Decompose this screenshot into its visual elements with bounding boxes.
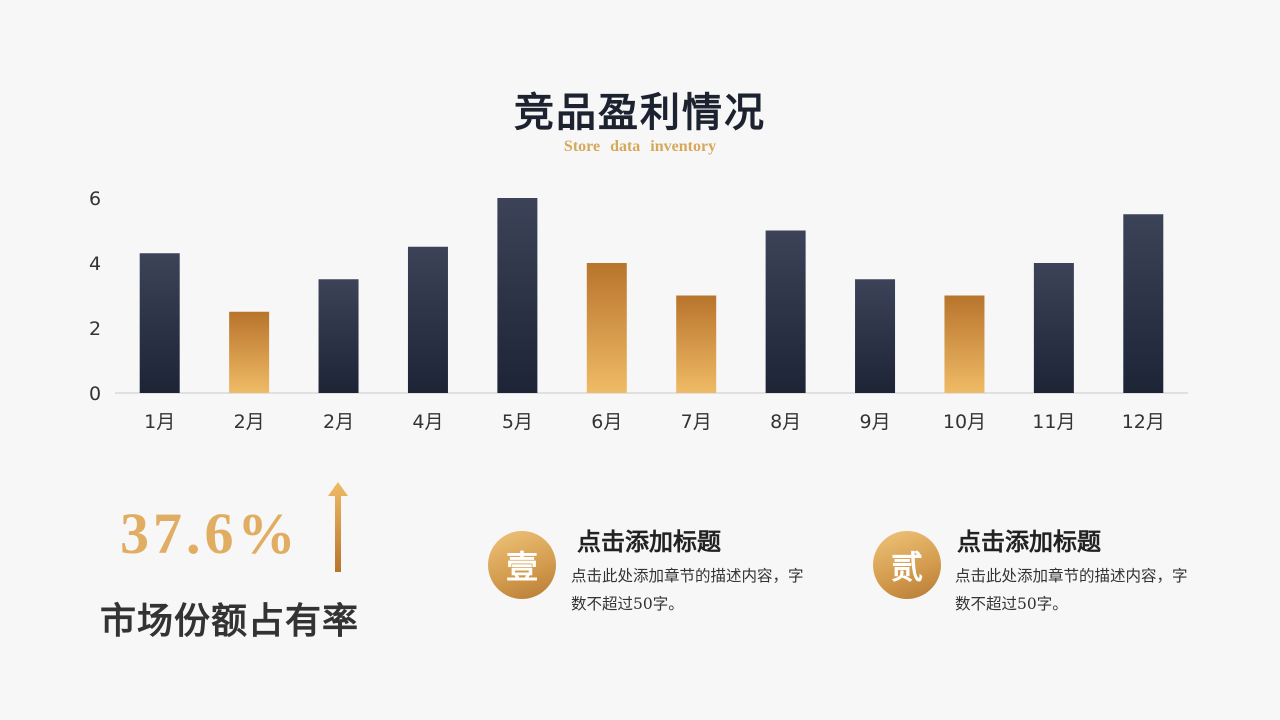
item-one-title[interactable]: 点击添加标题 [577,527,721,556]
bar [765,230,806,393]
x-tick-label: 1月 [144,411,175,433]
bar [855,279,896,393]
bar [676,295,717,393]
bar [407,246,448,393]
item-two-description[interactable]: 点击此处添加章节的描述内容，字数不超过50字。 [955,567,1188,613]
bar [944,295,985,393]
y-tick-label: 6 [89,188,101,210]
item-two-title[interactable]: 点击添加标题 [957,527,1101,556]
badge-one: 壹 [488,531,556,599]
slide-title: 竞品盈利情况 [514,89,766,136]
bar [318,279,359,393]
x-tick-label: 2月 [234,411,265,433]
y-tick-label: 4 [89,253,101,275]
bar [229,311,270,393]
bar [586,263,627,393]
x-axis-ticks: 1月 2月 2月 4月 5月 6月 7月 8月 9月 10月 11月 12月 [144,411,1165,433]
y-tick-label: 2 [89,318,101,340]
x-tick-label: 12月 [1122,411,1165,433]
y-tick-label: 0 [89,383,101,405]
bar [1033,263,1074,393]
bars-group [139,198,1164,393]
x-tick-label: 4月 [412,411,443,433]
x-tick-label: 11月 [1032,411,1075,433]
slide-subtitle: Store data inventory [563,138,717,155]
item-one-description[interactable]: 点击此处添加章节的描述内容，字数不超过50字。 [571,567,804,613]
bar [497,198,538,393]
x-tick-label: 7月 [681,411,712,433]
x-tick-label: 6月 [591,411,622,433]
market-share-value: 37.6% [120,501,300,566]
badge-two: 贰 [873,531,941,599]
bar [139,253,180,393]
x-tick-label: 9月 [859,411,890,433]
bar-chart: 0 2 4 6 1月 2月 2月 4月 5月 6月 7月 8月 9月 10月 11月 12月 [89,188,1188,433]
x-tick-label: 10月 [943,411,986,433]
market-share-label: 市场份额占有率 [100,600,360,642]
x-tick-label: 8月 [770,411,801,433]
x-tick-label: 5月 [502,411,533,433]
bar [1123,214,1164,393]
up-arrow-icon [328,482,348,572]
x-tick-label: 2月 [323,411,354,433]
y-axis-ticks: 0 2 4 6 [89,188,101,405]
